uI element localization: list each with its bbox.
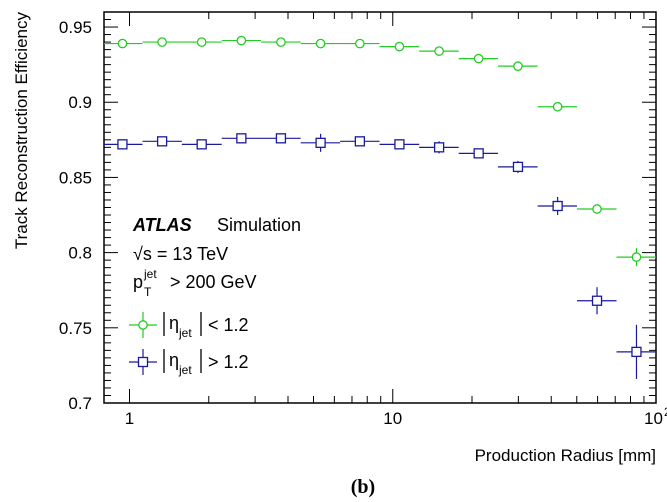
x-tick-label-exponent: 2 [664,405,667,419]
y-tick-label: 0.75 [59,319,92,338]
legend-entry-2: η jet > 1.2 [129,349,249,377]
square-marker [631,346,642,358]
circle-marker [552,101,563,112]
square-marker [196,139,207,150]
atlas-status: Simulation [217,215,301,235]
legend-cut: > 1.2 [208,352,249,372]
circle-marker [631,252,642,262]
atlas-label: ATLAS Simulation [132,215,301,235]
data-point [616,248,656,267]
y-tick-label: 0.95 [59,18,92,37]
square-marker [354,136,366,147]
legend-square-marker [137,356,149,368]
legend-cut: < 1.2 [208,315,249,335]
x-tick-label: 10 [644,409,663,428]
legend-eta-symbol: η [169,350,179,370]
data-point [300,133,341,152]
legend-eta-subscript: jet [178,363,192,377]
circle-marker [513,61,523,71]
data-point [379,41,420,52]
x-axis-label: Production Radius [mm] [475,446,656,465]
square-marker [275,133,287,144]
data-point [261,37,301,47]
circle-marker [157,37,167,47]
data-point [537,101,577,112]
data-point [104,38,143,49]
square-marker [117,139,128,150]
circle-marker [473,53,484,64]
data-series [104,35,656,379]
y-tick-label: 0.9 [68,93,92,112]
data-point [181,37,222,47]
data-point [221,35,262,46]
data-point [616,324,656,379]
energy-label: √s = 13 TeV [133,244,228,264]
square-marker [512,161,524,173]
data-point [458,53,498,64]
data-point [458,148,498,159]
data-point [340,38,380,49]
series-1 [104,35,656,267]
y-tick-label: 0.85 [59,168,92,187]
data-point [340,136,380,147]
square-marker [315,137,326,148]
atlas-experiment: ATLAS [132,215,192,235]
data-point [221,133,262,144]
pt-cut-rest: > 200 GeV [170,272,257,292]
data-point [300,38,341,49]
legend-circle-marker [138,320,148,330]
data-point [576,287,617,315]
circle-marker [117,38,128,49]
circle-marker [592,204,602,214]
data-point [537,196,577,216]
square-marker [552,200,563,212]
circle-marker [236,35,247,46]
circle-marker [315,38,326,49]
y-tick-label: 0.8 [68,244,92,263]
data-point [419,141,459,154]
circle-marker [276,37,286,47]
data-point [181,139,222,150]
pt-cut-label: p jet T > 200 GeV [133,267,257,299]
data-point [142,37,182,47]
data-point [142,136,182,147]
data-point [419,46,459,56]
legend-eta-symbol: η [169,313,179,333]
x-tick-label: 10 [383,409,402,428]
series-2 [104,133,656,379]
legend-entry-1: η jet < 1.2 [129,312,249,340]
data-point [497,61,538,71]
square-marker [394,139,405,150]
circle-marker [394,41,405,52]
x-tick-label: 1 [125,409,134,428]
circle-marker [434,46,444,56]
y-axis-label: Track Reconstruction Efficiency [12,12,31,250]
data-point [497,160,538,173]
pt-cut-subscript: T [144,285,152,299]
data-point [261,133,301,144]
y-tick-labels: 0.7 0.75 0.8 0.85 0.9 0.95 [59,18,92,413]
pt-cut-base: p [133,272,143,292]
data-point [104,139,143,150]
x-tick-labels: 110102 [125,405,667,428]
axis-ticks [104,11,657,404]
square-marker [236,133,247,144]
legend-eta-subscript: jet [178,326,192,340]
data-point [379,139,420,150]
data-point [576,204,617,214]
circle-marker [355,38,365,49]
square-marker [473,148,484,159]
pt-cut-superscript: jet [143,267,157,281]
y-tick-label: 0.7 [68,394,92,413]
square-marker [433,142,445,153]
panel-label: (b) [351,476,375,498]
circle-marker [196,37,207,47]
plot-frame [103,11,657,404]
legend: η jet < 1.2η jet > 1.2 [129,312,249,377]
square-marker [591,295,603,306]
square-marker [156,136,168,147]
